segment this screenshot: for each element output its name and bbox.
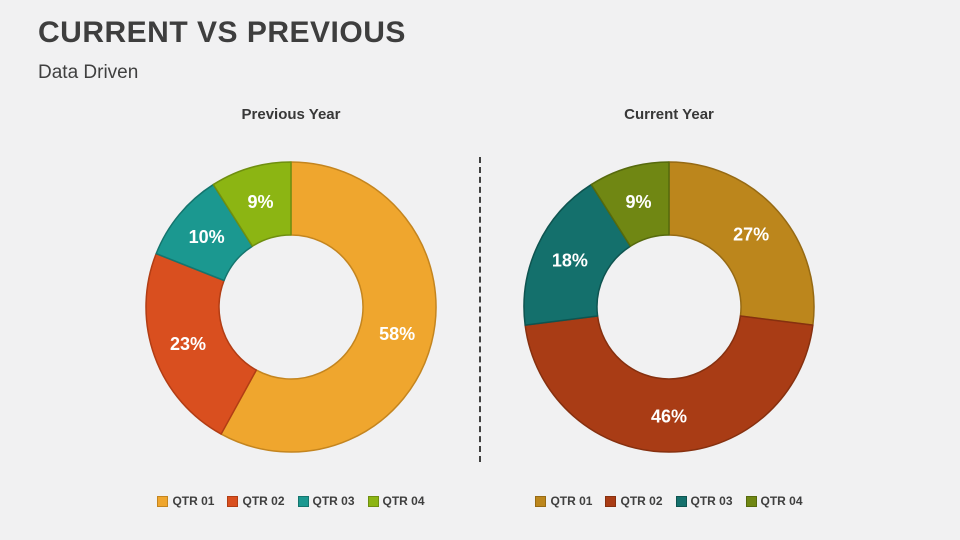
slice-percentage-label: 46%	[651, 407, 687, 427]
legend-label: QTR 02	[242, 494, 285, 508]
dashed-divider	[479, 157, 481, 462]
legend-item: QTR 04	[367, 494, 425, 508]
legend-item: QTR 03	[675, 494, 733, 508]
previous-year-donut-chart: 58% 23% 10% 9%	[145, 161, 437, 453]
legend-swatch-icon	[745, 495, 757, 507]
legend-label: QTR 03	[312, 494, 355, 508]
legend-swatch-icon	[227, 495, 239, 507]
legend-item: QTR 02	[605, 494, 663, 508]
legend-label: QTR 04	[382, 494, 425, 508]
slice-percentage-label: 23%	[170, 334, 206, 354]
slice-percentage-label: 27%	[733, 225, 769, 245]
legend-item: QTR 02	[227, 494, 285, 508]
donut-slice-qtr-03	[523, 183, 632, 326]
page-subtitle: Data Driven	[38, 62, 139, 83]
donut-slice-qtr-01	[668, 161, 815, 326]
legend-label: QTR 01	[550, 494, 593, 508]
slice-percentage-label: 9%	[625, 192, 651, 212]
legend-label: QTR 02	[620, 494, 663, 508]
donut-slice-qtr-04	[590, 161, 670, 247]
page-title: CURRENT VS PREVIOUS	[38, 16, 406, 49]
legend-item: QTR 01	[535, 494, 592, 508]
donut-slice-qtr-02	[145, 252, 258, 435]
legend-item: QTR 04	[745, 494, 803, 508]
legend-swatch-icon	[535, 495, 547, 507]
current-year-chart-title: Current Year	[624, 106, 714, 123]
donut-slice-qtr-02	[524, 315, 814, 453]
slice-percentage-label: 18%	[552, 250, 588, 270]
current-year-donut-chart: 27% 46% 18% 9%	[523, 161, 815, 453]
legend-swatch-icon	[297, 495, 309, 507]
legend-swatch-icon	[157, 495, 169, 507]
legend-label: QTR 04	[760, 494, 803, 508]
slice-percentage-label: 10%	[189, 227, 225, 247]
donut-slice-qtr-04	[212, 161, 292, 247]
legend-label: QTR 03	[690, 494, 733, 508]
legend-label: QTR 01	[172, 494, 215, 508]
slice-percentage-label: 58%	[379, 324, 415, 344]
legend-item: QTR 01	[157, 494, 214, 508]
slice-percentage-label: 9%	[247, 192, 273, 212]
previous-year-legend: QTR 01 QTR 02 QTR 03 QTR 04	[111, 494, 471, 508]
donut-slice-qtr-01	[220, 161, 437, 453]
previous-year-chart-title: Previous Year	[241, 106, 341, 123]
current-year-legend: QTR 01 QTR 02 QTR 03 QTR 04	[489, 494, 849, 508]
legend-swatch-icon	[675, 495, 687, 507]
legend-item: QTR 03	[297, 494, 355, 508]
legend-swatch-icon	[367, 495, 379, 507]
legend-swatch-icon	[605, 495, 617, 507]
